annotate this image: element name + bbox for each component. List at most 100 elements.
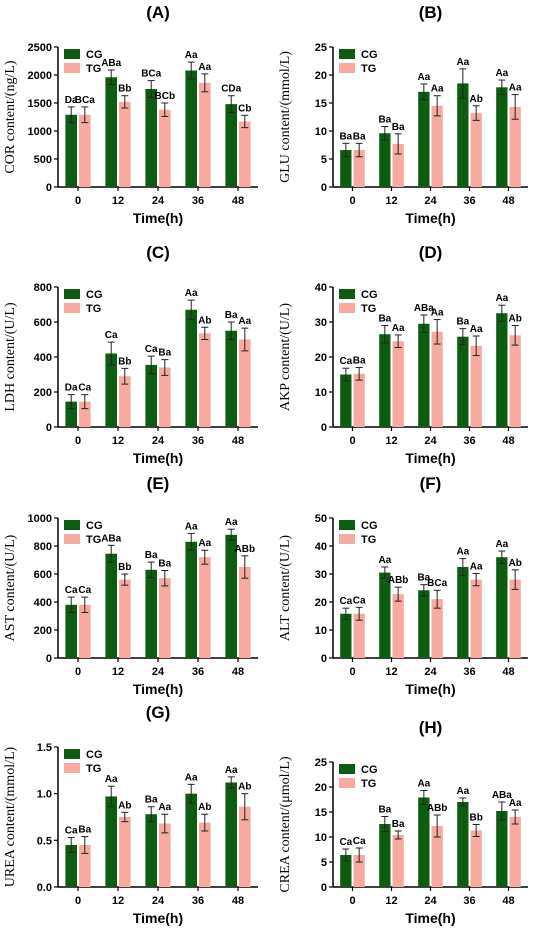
significance-label: Ba: [392, 122, 405, 133]
chart-panel-0: (A) 0 500 1000 1500 2000 2500 COR content/(ng/L…: [3, 3, 258, 226]
significance-label: ABb: [235, 544, 256, 555]
bar-cg: [185, 70, 197, 187]
legend-label: TG: [361, 63, 376, 75]
y-tick-label: 200: [34, 625, 52, 637]
bar-tg: [119, 579, 131, 658]
significance-label: ABb: [427, 803, 448, 814]
bar-cg: [105, 796, 117, 887]
significance-label: Da: [65, 95, 78, 106]
legend-label: TG: [86, 303, 101, 315]
chart-panel-1: (B) 0 5 10 15 20 25 GLU content/(mmol/L) Time(h)…: [278, 3, 528, 226]
y-tick-label: 30: [315, 317, 327, 329]
x-tick-label: 12: [112, 435, 124, 447]
x-tick-label: 48: [232, 195, 244, 207]
significance-label: Aa: [431, 308, 444, 319]
legend-label: CG: [361, 49, 378, 61]
bar-cg: [340, 855, 352, 887]
y-tick-label: 15: [315, 807, 327, 819]
bar-tg: [79, 845, 91, 887]
significance-label: ABa: [101, 58, 121, 69]
bar-tg: [392, 835, 404, 887]
legend-label: CG: [86, 289, 103, 301]
bar-cg: [185, 309, 197, 427]
y-axis-label: LDH content/(U/L): [3, 302, 18, 412]
significance-label: Aa: [495, 539, 508, 550]
y-tick-label: 1500: [28, 98, 52, 110]
significance-label: Aa: [495, 68, 508, 79]
y-tick-label: 0.5: [37, 835, 52, 847]
legend-swatch-tg: [339, 63, 355, 73]
bar-cg: [185, 793, 197, 887]
x-tick-label: 24: [152, 435, 165, 447]
bar-tg: [199, 557, 211, 658]
chart-panel-7: (H) 0 5 10 15 20 25 CREA content/(μmol/L) Time(h…: [278, 718, 528, 926]
significance-label: Ba: [158, 348, 171, 359]
y-tick-label: 600: [34, 317, 52, 329]
bar-cg: [496, 557, 508, 658]
bar-cg: [105, 553, 117, 658]
significance-label: Aa: [198, 538, 211, 549]
y-tick-label: 20: [315, 70, 327, 82]
x-tick-label: 0: [349, 195, 355, 207]
significance-label: Aa: [225, 517, 238, 528]
y-tick-label: 0.0: [37, 882, 52, 894]
bar-tg: [119, 817, 131, 887]
bar-cg: [379, 133, 391, 187]
significance-label: Bb: [118, 84, 131, 95]
bar-cg: [225, 782, 237, 887]
bar-tg: [199, 822, 211, 887]
legend-label: CG: [361, 520, 378, 532]
significance-label: Bb: [118, 356, 131, 367]
x-tick-label: 0: [349, 666, 355, 678]
x-tick-label: 12: [112, 195, 124, 207]
x-axis-label: Time(h): [133, 681, 183, 697]
significance-label: Aa: [495, 293, 508, 304]
y-tick-label: 30: [315, 569, 327, 581]
significance-label: Aa: [392, 323, 405, 334]
x-tick-label: 36: [463, 195, 475, 207]
y-tick-label: 25: [315, 757, 327, 769]
significance-label: Aa: [417, 779, 430, 790]
significance-label: Ab: [508, 314, 521, 325]
significance-label: ABa: [414, 303, 434, 314]
x-tick-label: 36: [192, 195, 204, 207]
y-tick-label: 200: [34, 387, 52, 399]
significance-label: Aa: [509, 83, 522, 94]
x-axis-label: Time(h): [133, 210, 183, 226]
bar-tg: [119, 376, 131, 427]
bar-cg: [65, 845, 77, 887]
y-tick-label: 20: [315, 782, 327, 794]
bar-tg: [79, 604, 91, 658]
legend-label: TG: [361, 534, 376, 546]
significance-label: Aa: [456, 57, 469, 68]
bar-tg: [199, 333, 211, 427]
y-tick-label: 50: [315, 513, 327, 525]
legend-swatch-tg: [64, 303, 80, 313]
bar-cg: [145, 814, 157, 887]
significance-label: Ba: [145, 795, 158, 806]
significance-label: Aa: [470, 324, 483, 335]
significance-label: Bb: [118, 562, 131, 573]
y-tick-label: 600: [34, 569, 52, 581]
bar-cg: [379, 572, 391, 658]
x-tick-label: 0: [349, 895, 355, 907]
bar-tg: [392, 594, 404, 658]
significance-label: Ba: [158, 559, 171, 570]
significance-label: Ca: [353, 595, 366, 606]
significance-label: Aa: [509, 798, 522, 809]
y-tick-label: 15: [315, 98, 327, 110]
bar-tg: [470, 113, 482, 187]
x-tick-label: 36: [192, 895, 204, 907]
legend-swatch-cg: [64, 49, 80, 59]
bar-tg: [431, 826, 443, 887]
panel-title: (H): [419, 718, 443, 737]
y-axis-label: CREA content/(μmol/L): [278, 756, 293, 893]
bar-tg: [509, 817, 521, 887]
bar-tg: [431, 331, 443, 427]
bar-cg: [65, 604, 77, 658]
legend-label: TG: [86, 763, 101, 775]
significance-label: Aa: [185, 521, 198, 532]
significance-label: Ca: [339, 596, 352, 607]
y-tick-label: 1000: [28, 126, 52, 138]
